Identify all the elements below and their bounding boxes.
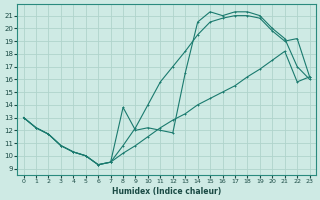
X-axis label: Humidex (Indice chaleur): Humidex (Indice chaleur) — [112, 187, 221, 196]
